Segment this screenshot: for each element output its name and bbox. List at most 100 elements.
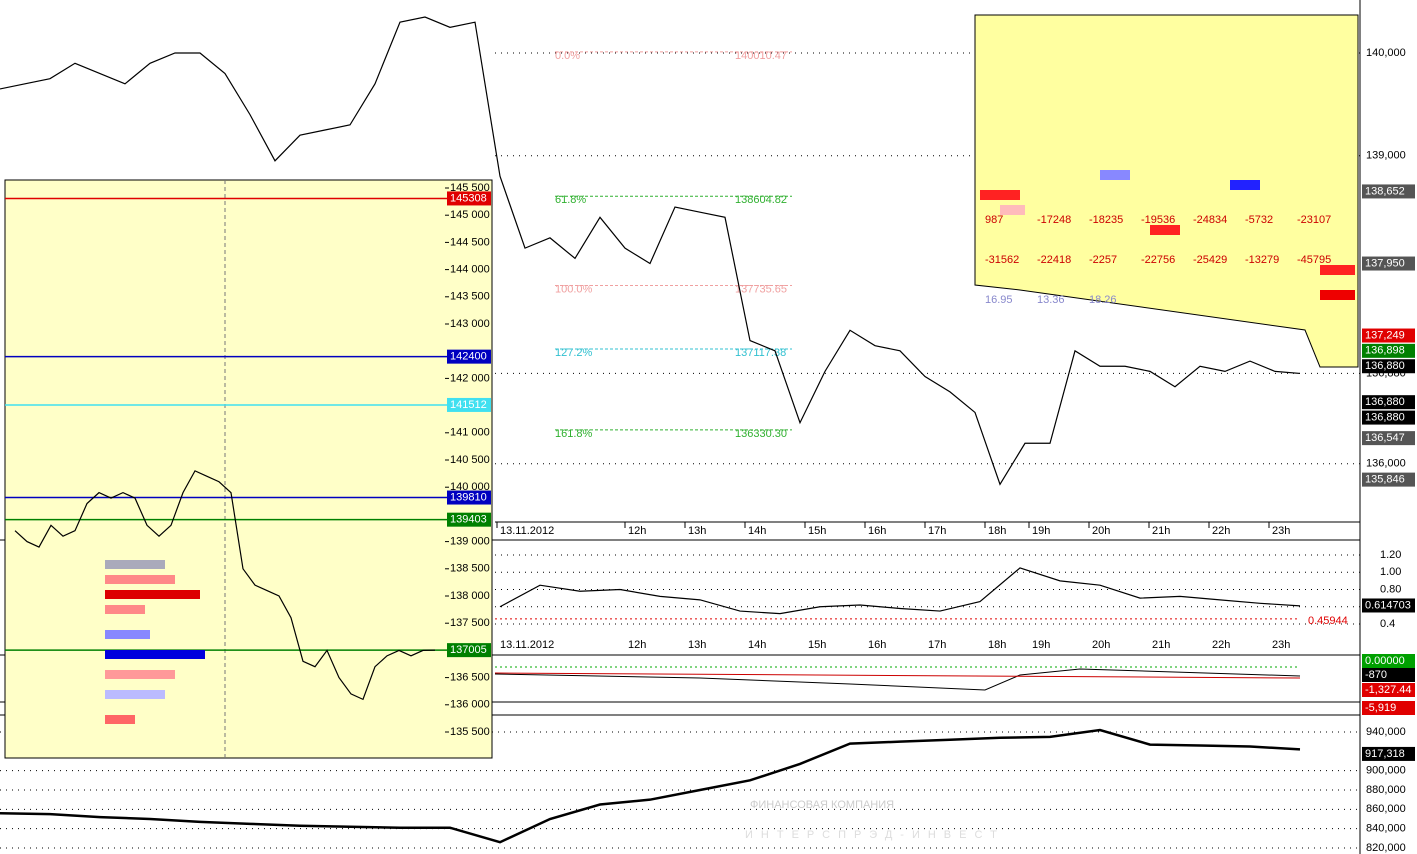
y-tick-label: 940,000 <box>1366 726 1406 738</box>
fib-price: 136330.30 <box>735 428 787 440</box>
volume-profile-bar <box>105 560 165 569</box>
volume-profile-bar <box>105 630 150 639</box>
x-tick-label: 23h <box>1272 525 1290 537</box>
fib-price: 137117.38 <box>735 347 786 359</box>
fib-pct: 100.0% <box>555 283 593 295</box>
price-tag <box>1362 654 1415 668</box>
volume-profile-bar <box>105 690 165 699</box>
orderbook-label: -31562 <box>985 254 1019 266</box>
price-tag-label: 136,880 <box>1365 396 1405 408</box>
level-tag-label: 139403 <box>450 514 487 526</box>
x-tick-label: 16h <box>868 639 886 651</box>
y-tick-label: 1.20 <box>1380 549 1401 561</box>
level-label: 0.45944 <box>1308 615 1348 627</box>
y-tick-label: 139 000 <box>450 536 490 548</box>
orderbook-label: -18235 <box>1089 214 1123 226</box>
y-tick-label: 138 500 <box>450 563 490 575</box>
orderbook-label: -5732 <box>1245 214 1273 226</box>
level-tag <box>447 397 491 412</box>
fib-pct: 0.0% <box>555 50 580 62</box>
price-tag <box>1362 328 1415 343</box>
y-tick-label: 145 000 <box>450 209 490 221</box>
level-tag <box>447 643 491 658</box>
price-tag-label: 0.614703 <box>1365 599 1411 611</box>
level-tag <box>447 512 491 527</box>
level-tag-label: 142400 <box>450 351 487 363</box>
fib-price: 140010.47 <box>735 50 787 62</box>
y-tick-label: 145 500 <box>450 182 490 194</box>
price-tag <box>1362 598 1415 613</box>
price-tag <box>1362 395 1415 410</box>
orderbook-label: 987 <box>985 214 1003 226</box>
price-tag-label: 0.00000 <box>1365 655 1405 667</box>
volume-profile-bar <box>105 715 135 724</box>
x-tick-label: 22h <box>1212 525 1230 537</box>
orderbook-label: -22418 <box>1037 254 1071 266</box>
y-tick-label: 840,000 <box>1366 823 1406 835</box>
level-tag <box>447 490 491 505</box>
price-tag-label: 917,318 <box>1365 748 1405 760</box>
x-tick-label: 13.11.2012 <box>500 525 554 537</box>
fib-pct: 61.8% <box>555 194 586 206</box>
price-tag <box>1362 472 1415 487</box>
orderbook-label: -24834 <box>1193 214 1227 226</box>
price-tag <box>1362 184 1415 199</box>
oscillator-line <box>499 567 1301 615</box>
price-tag-label: 137,249 <box>1365 329 1405 341</box>
level-tag-label: 137005 <box>450 644 487 656</box>
orderbook-bar <box>1000 205 1025 215</box>
y-tick-label: 143 500 <box>450 291 490 303</box>
y-tick-label: 139,000 <box>1366 150 1406 162</box>
y-tick-label: 900,000 <box>1366 765 1406 777</box>
x-tick-label: 15h <box>808 639 826 651</box>
x-tick-label: 19h <box>1032 639 1050 651</box>
volume-profile-bar <box>105 650 205 659</box>
y-tick-label: 136 500 <box>450 672 490 684</box>
inset-price-line <box>14 470 436 701</box>
price-tag-label: -870 <box>1365 669 1387 681</box>
orderbook-label: -17248 <box>1037 214 1071 226</box>
indicator-line <box>494 672 1301 679</box>
orderbook-bar <box>1320 290 1355 300</box>
level-tag-label: 145308 <box>450 192 487 204</box>
x-tick-label: 14h <box>748 525 766 537</box>
x-tick-label: 20h <box>1092 525 1110 537</box>
x-tick-label: 21h <box>1152 525 1170 537</box>
orderbook-label: -23107 <box>1297 214 1331 226</box>
price-tag <box>1362 359 1415 374</box>
orderbook-bar <box>1150 225 1180 235</box>
y-tick-label: 0.80 <box>1380 583 1401 595</box>
y-tick-label: 820,000 <box>1366 842 1406 854</box>
orderbook-label: -25429 <box>1193 254 1227 266</box>
x-tick-label: 12h <box>628 639 646 651</box>
x-tick-label: 22h <box>1212 639 1230 651</box>
price-tag-label: 136,898 <box>1365 345 1405 357</box>
price-line <box>0 16 1301 486</box>
watermark: ИНТЕРСПРЭД-ИНВЕСТ <box>745 829 1005 841</box>
y-tick-label: 137 500 <box>450 617 490 629</box>
level-tag-label: 139810 <box>450 491 487 503</box>
price-tag-label: 135,846 <box>1365 474 1405 486</box>
orderbook-bar <box>1320 265 1355 275</box>
x-tick-label: 13h <box>688 525 706 537</box>
price-tag <box>1362 701 1415 715</box>
level-tag <box>447 191 491 206</box>
x-tick-label: 18h <box>988 525 1006 537</box>
fib-price: 138604.82 <box>735 194 787 206</box>
x-tick-label: 18h <box>988 639 1006 651</box>
indicator-line <box>494 668 1301 691</box>
y-tick-label: 140 500 <box>450 454 490 466</box>
fib-pct: 161.8% <box>555 428 593 440</box>
volume-profile-bar <box>105 670 175 679</box>
level-tag-label: 141512 <box>450 399 487 411</box>
y-tick-label: 135 500 <box>450 726 490 738</box>
y-tick-label: 136 000 <box>450 699 490 711</box>
volume-profile-bar <box>105 575 175 584</box>
equity-line <box>0 728 1301 844</box>
y-tick-label: 141 000 <box>450 427 490 439</box>
x-tick-label: 17h <box>928 639 946 651</box>
y-tick-label: 143 000 <box>450 318 490 330</box>
x-tick-label: 14h <box>748 639 766 651</box>
orderbook-label: 18.26 <box>1089 294 1117 306</box>
